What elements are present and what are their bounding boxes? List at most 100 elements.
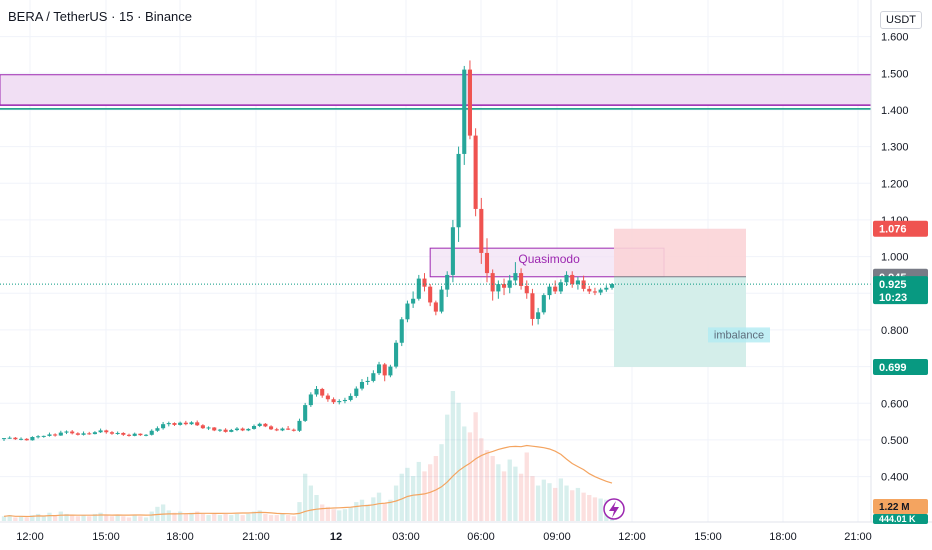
- candle-body: [257, 423, 262, 426]
- countdown-label: 10:23: [879, 292, 907, 304]
- candle-body: [75, 433, 80, 435]
- candle-body: [342, 399, 347, 402]
- candle-body: [587, 288, 592, 292]
- candle-body: [558, 282, 563, 292]
- volume-bar: [234, 513, 240, 521]
- imbalance-label: imbalance: [714, 329, 764, 341]
- volume-bar: [104, 515, 109, 521]
- volume-bar: [81, 515, 86, 521]
- volume-bar: [47, 512, 52, 521]
- volume-bar: [229, 515, 234, 521]
- volume-bar: [450, 391, 456, 521]
- volume-bar: [240, 515, 245, 521]
- candle-body: [536, 312, 541, 319]
- candle-body: [172, 423, 177, 425]
- time-tick-label: 06:00: [467, 531, 495, 543]
- candle-body: [456, 153, 461, 228]
- volume-bar: [172, 512, 177, 521]
- candle-body: [30, 437, 35, 441]
- volume-bar: [359, 499, 365, 521]
- volume-bar: [160, 504, 166, 521]
- candle-body: [47, 434, 52, 436]
- alert-lightning-icon[interactable]: [603, 498, 625, 520]
- volume-bar: [320, 504, 325, 521]
- candle-body: [53, 434, 58, 436]
- volume-bar: [325, 506, 331, 521]
- candle-body: [592, 291, 597, 293]
- volume-bar: [456, 402, 461, 521]
- volume-bar: [575, 487, 581, 521]
- price-tick-label: 1.200: [881, 178, 909, 190]
- candle-body: [598, 289, 603, 293]
- currency-button[interactable]: USDT: [880, 11, 922, 29]
- symbol-title[interactable]: BERA / TetherUS · 15 · Binance: [8, 9, 193, 24]
- candle-body: [450, 227, 455, 275]
- candle-body: [144, 434, 149, 436]
- candle-body: [325, 395, 330, 400]
- volume-bar: [524, 452, 529, 521]
- candle-body: [467, 69, 472, 136]
- candle-body: [70, 431, 75, 434]
- candle-body: [484, 252, 490, 274]
- candle-body: [269, 426, 274, 430]
- candle-body: [416, 278, 421, 299]
- supply-zone[interactable]: [0, 74, 872, 106]
- candle-body: [19, 438, 24, 440]
- volume-bar: [382, 503, 387, 521]
- short-position-tool[interactable]: imbalance: [614, 228, 770, 367]
- volume-bar: [501, 471, 507, 521]
- candle-body: [575, 280, 580, 285]
- volume-bar: [564, 485, 569, 521]
- price-tick-label: 0.500: [881, 435, 909, 447]
- volume-bar: [422, 471, 427, 521]
- volume-bar: [598, 498, 603, 521]
- candle-body: [121, 432, 126, 435]
- volume-bar: [314, 495, 319, 521]
- stop-loss-area[interactable]: [614, 228, 746, 277]
- drawn-zones[interactable]: Quasimodo: [0, 74, 872, 278]
- price-tick-label: 1.400: [881, 105, 909, 117]
- time-tick-label: 09:00: [543, 531, 571, 543]
- candle-body: [501, 284, 507, 288]
- candle-body: [41, 435, 46, 437]
- candle-body: [155, 428, 160, 431]
- candle-body: [513, 273, 518, 281]
- candle-body: [223, 429, 228, 432]
- candle-body: [297, 420, 302, 431]
- candle-body: [206, 427, 211, 429]
- price-tick-label: 1.600: [881, 32, 909, 44]
- candle-body: [92, 432, 97, 435]
- volume-bar: [342, 509, 348, 521]
- volume-bar: [507, 459, 512, 521]
- quasimodo-label: Quasimodo: [518, 252, 580, 266]
- volume-bar: [376, 492, 382, 521]
- volume-bar: [138, 516, 143, 521]
- time-tick-label: 12:00: [618, 531, 646, 543]
- time-tick-label: 12: [330, 531, 342, 543]
- candle-body: [519, 273, 524, 286]
- volume-bar: [30, 515, 35, 521]
- volume-bar: [348, 506, 353, 521]
- candle-body: [382, 364, 387, 376]
- time-tick-label: 21:00: [242, 531, 270, 543]
- volume-bar: [189, 512, 194, 521]
- candle-body: [36, 436, 41, 438]
- candle-body: [394, 342, 399, 367]
- volume-bar: [570, 490, 575, 521]
- volume-bar: [291, 516, 296, 521]
- candle-body: [490, 273, 495, 292]
- time-axis[interactable]: 12:00 15:00 18:00 21:00 12 03:00 06:00 09:00 12:…: [0, 521, 932, 550]
- candle-body: [348, 395, 353, 400]
- volume-bar: [587, 495, 592, 521]
- volume-bar: [530, 476, 535, 521]
- take-profit-area[interactable]: [614, 276, 746, 367]
- time-tick-label: 18:00: [769, 531, 797, 543]
- candle-body: [354, 388, 359, 396]
- candle-body: [115, 432, 120, 434]
- candle-body: [263, 423, 268, 427]
- volume-bar: [70, 515, 75, 521]
- volume-bar: [484, 450, 490, 521]
- volume-bar: [200, 513, 206, 521]
